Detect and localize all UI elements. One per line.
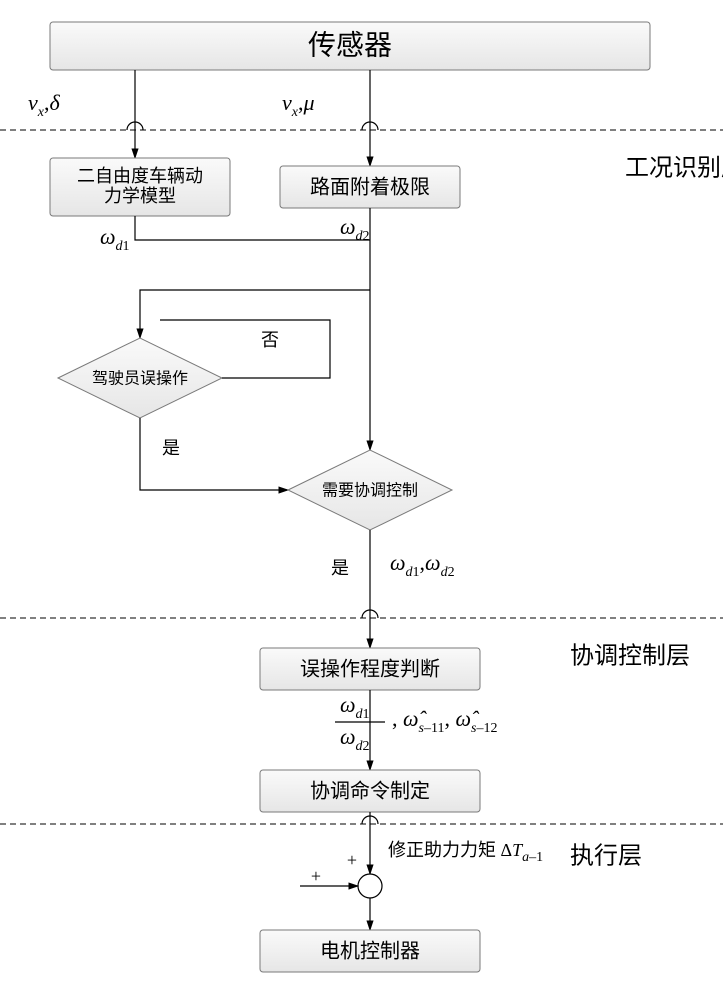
yes-label-1: 是: [162, 438, 180, 458]
flowchart-canvas: 工况识别层协调控制层执行层 传感器 vx,δ vx,μ 二自由度车辆动力学模型 路面附着极…: [0, 0, 723, 1000]
yes-label-2: 是: [331, 558, 349, 578]
label-wd12: ωd1,ωd2: [390, 550, 455, 580]
adhesion-label: 路面附着极限: [310, 176, 430, 199]
sensor-label: 传感器: [308, 29, 392, 61]
plus-left: +: [311, 866, 321, 886]
layer-label-2: 协调控制层: [570, 643, 690, 670]
sum-junction: [358, 874, 382, 898]
misop-label: 驾驶员误操作: [92, 370, 188, 388]
no-label: 否: [261, 330, 279, 350]
plus-top: +: [347, 850, 357, 870]
label-torque: 修正助力力矩 ΔTa–1: [388, 840, 543, 865]
command-label: 协调命令制定: [310, 780, 430, 803]
motor-label: 电机控制器: [320, 940, 420, 963]
model-label-2: 力学模型: [104, 186, 176, 206]
label-ratio-den: ωd2: [340, 724, 370, 754]
label-hats: , ω̂s–11, ω̂s–12: [392, 706, 497, 736]
degree-label: 误操作程度判断: [300, 658, 440, 681]
layer-label-1: 工况识别层: [625, 155, 723, 182]
model-label-1: 二自由度车辆动: [77, 166, 203, 186]
layer-label-3: 执行层: [570, 843, 642, 870]
label-vx-delta: vx,δ: [28, 90, 60, 120]
label-vx-mu: vx,μ: [282, 90, 315, 120]
coord-label: 需要协调控制: [322, 482, 418, 500]
label-ratio-num: ωd1: [340, 692, 370, 722]
label-wd1: ωd1: [100, 224, 130, 254]
